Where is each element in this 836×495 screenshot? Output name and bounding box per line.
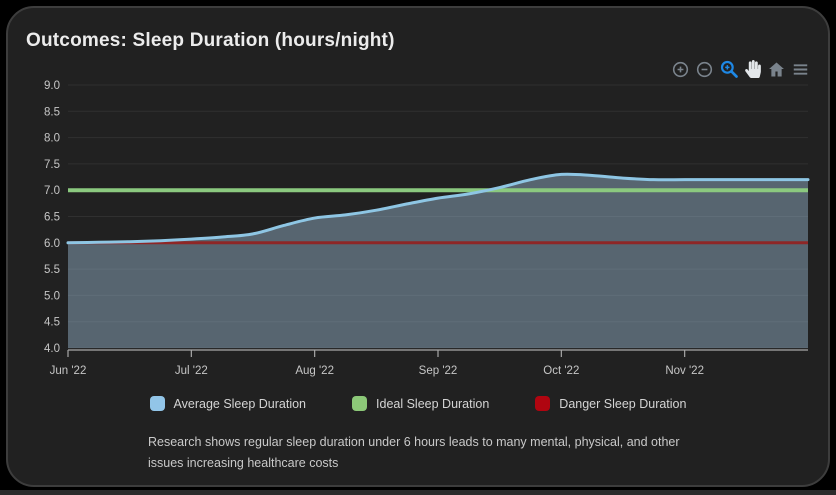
legend-swatch-ideal	[352, 396, 368, 411]
legend-item-danger[interactable]: Danger Sleep Duration	[535, 396, 686, 411]
x-tick-label: Nov '22	[665, 365, 704, 377]
chart-card: Outcomes: Sleep Duration (hours/night)	[6, 6, 830, 487]
chart-card-inner: Outcomes: Sleep Duration (hours/night)	[8, 8, 828, 485]
y-tick-label: 8.0	[44, 133, 60, 145]
y-tick-label: 4.0	[44, 343, 60, 355]
y-tick-label: 4.5	[44, 317, 60, 329]
x-tick-label: Sep '22	[419, 365, 458, 377]
home-reset-icon[interactable]	[765, 58, 788, 81]
box-zoom-icon[interactable]	[717, 57, 741, 81]
y-tick-label: 5.0	[44, 290, 60, 302]
legend-item-average[interactable]: Average Sleep Duration	[149, 396, 307, 411]
x-tick-label: Jul '22	[175, 365, 208, 377]
y-tick-label: 6.5	[44, 212, 60, 224]
legend-label-danger: Danger Sleep Duration	[559, 396, 687, 411]
legend-label-ideal: Ideal Sleep Duration	[376, 396, 490, 411]
chart-title: Outcomes: Sleep Duration (hours/night)	[26, 30, 395, 51]
chart-caption: Research shows regular sleep duration un…	[148, 435, 680, 470]
y-tick-label: 9.0	[44, 80, 60, 92]
y-tick-label: 7.5	[44, 159, 60, 171]
x-tick-label: Oct '22	[543, 365, 579, 377]
menu-icon[interactable]	[789, 58, 812, 81]
zoom-out-icon[interactable]	[693, 58, 716, 81]
x-tick-label: Aug '22	[295, 365, 334, 377]
legend-item-ideal[interactable]: Ideal Sleep Duration	[352, 396, 489, 411]
chart-plot-area[interactable]: 4.0 4.5 5.0 5.5 6.0 6.5 7.0 7.5 8.0 8.5 9.0 Jun '22…	[8, 8, 828, 388]
legend-swatch-average	[149, 396, 165, 411]
y-tick-label: 7.0	[44, 185, 60, 197]
pan-hand-icon[interactable]	[742, 58, 764, 80]
legend-swatch-danger	[535, 396, 551, 411]
legend-label-average: Average Sleep Duration	[173, 396, 307, 411]
y-tick-label: 6.0	[44, 238, 60, 250]
y-tick-label: 5.5	[44, 264, 60, 276]
chart-toolbar	[669, 57, 812, 81]
average-line	[66, 172, 810, 245]
average-area-fill	[68, 174, 808, 348]
y-tick-label: 8.5	[44, 106, 60, 118]
x-tick-label: Jun '22	[50, 365, 87, 377]
zoom-in-icon[interactable]	[669, 58, 692, 81]
bottom-window-edge	[0, 490, 836, 495]
chart-legend: Average Sleep Duration Ideal Sleep Durat…	[8, 396, 828, 411]
